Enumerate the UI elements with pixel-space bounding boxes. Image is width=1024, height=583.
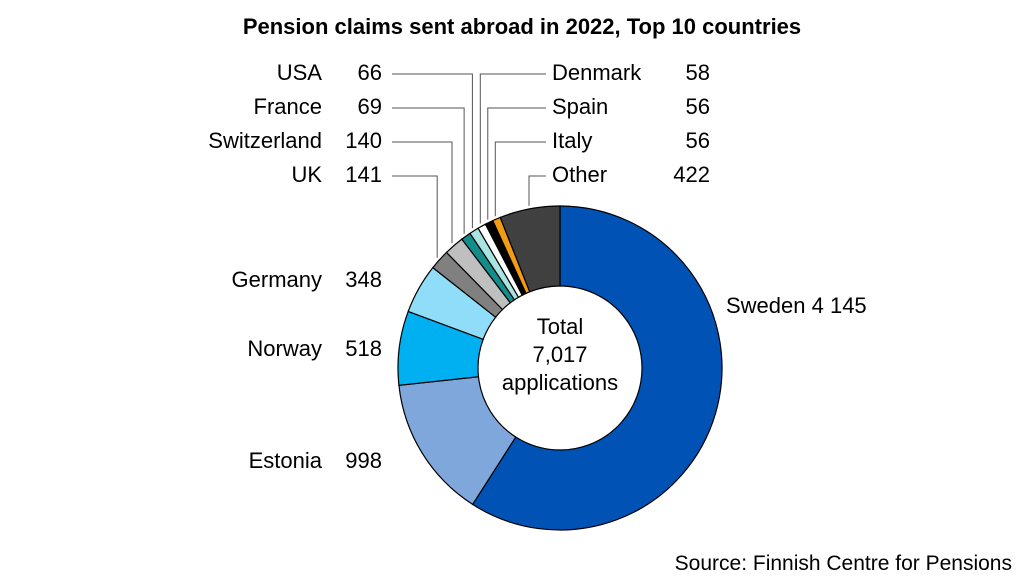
label-germany: Germany	[232, 267, 322, 292]
label-norway: Norway	[247, 336, 322, 361]
slice-labels: Sweden 4 145 Estonia 998 Norway 518 Germany 34…	[208, 60, 866, 473]
value-france: 69	[358, 94, 382, 119]
leader-line-switzerland	[392, 141, 453, 244]
label-italy: Italy	[552, 128, 592, 153]
leader-line-spain	[487, 107, 546, 220]
value-spain: 56	[686, 94, 710, 119]
value-germany: 348	[345, 267, 382, 292]
label-usa: USA	[277, 60, 323, 85]
label-leader-lines	[392, 73, 546, 258]
center-label-line-2: 7,017	[532, 342, 587, 367]
slice-other	[499, 205, 561, 293]
source-note: Source: Finnish Centre for Pensions	[675, 552, 1012, 575]
value-denmark: 58	[686, 60, 710, 85]
leader-line-usa	[392, 73, 473, 229]
label-spain: Spain	[552, 94, 608, 119]
slice-sweden	[471, 205, 723, 531]
leader-line-denmark	[479, 73, 546, 224]
leader-line-uk	[392, 175, 438, 258]
value-switzerland: 140	[345, 128, 382, 153]
donut-slices	[397, 205, 723, 531]
value-italy: 56	[686, 128, 710, 153]
label-france: France	[254, 94, 322, 119]
leader-line-france	[392, 107, 465, 234]
label-switzerland: Switzerland	[208, 128, 322, 153]
label-estonia: Estonia	[249, 448, 323, 473]
label-uk: UK	[291, 162, 322, 187]
label-sweden: Sweden 4 145	[726, 293, 867, 318]
value-norway: 518	[345, 336, 382, 361]
value-other: 422	[673, 162, 710, 187]
leader-line-other	[528, 175, 546, 206]
center-label-line-3: applications	[502, 370, 618, 395]
value-usa: 66	[358, 60, 382, 85]
chart-title: Pension claims sent abroad in 2022, Top …	[243, 14, 801, 39]
center-label-line-1: Total	[537, 314, 583, 339]
label-denmark: Denmark	[552, 60, 642, 85]
label-other: Other	[552, 162, 607, 187]
value-uk: 141	[345, 162, 382, 187]
leader-line-italy	[494, 141, 546, 217]
value-estonia: 998	[345, 448, 382, 473]
